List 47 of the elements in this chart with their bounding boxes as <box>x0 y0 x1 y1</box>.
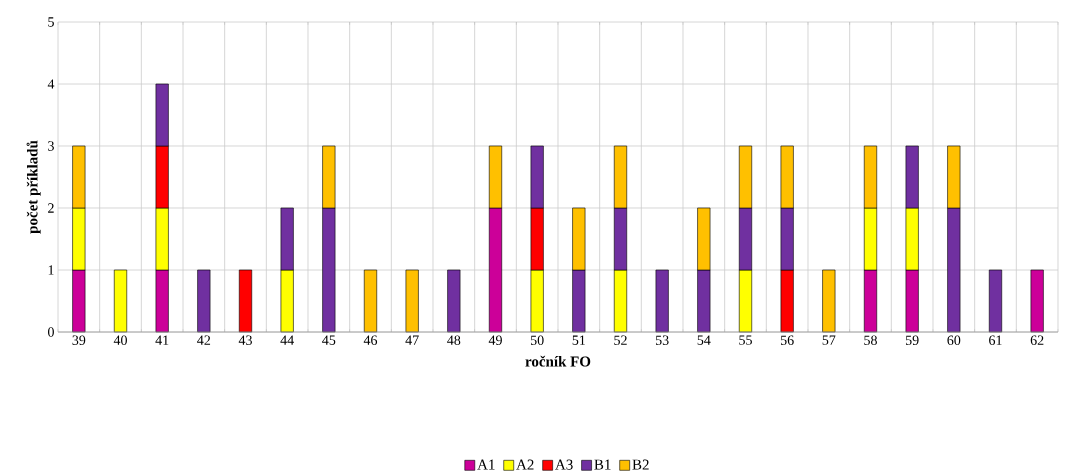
x-tick-label: 44 <box>280 335 294 345</box>
x-tick-label: 57 <box>822 335 836 345</box>
legend-label: B1 <box>594 459 611 470</box>
x-tick-label: 48 <box>447 335 461 345</box>
x-tick-label: 62 <box>1030 335 1044 345</box>
x-tick-label: 47 <box>405 335 419 345</box>
x-tick-label: 60 <box>947 335 961 345</box>
bar <box>822 269 836 333</box>
y-tick-label: 1 <box>48 265 54 275</box>
x-tick-label: 46 <box>363 335 378 345</box>
x-axis-title: ročník FO <box>525 355 591 367</box>
x-tick-label: 59 <box>905 335 919 345</box>
y-tick-label: 0 <box>48 327 54 337</box>
x-tick-label: 55 <box>739 335 752 345</box>
bar <box>405 269 419 333</box>
legend-label: A2 <box>516 459 534 470</box>
x-tick-label: 45 <box>322 335 336 345</box>
x-tick-label: 50 <box>530 335 544 345</box>
x-tick-label: 42 <box>197 335 211 345</box>
bar <box>197 269 211 333</box>
x-tick-label: 56 <box>780 335 794 345</box>
bar <box>238 269 253 333</box>
legend-label: B2 <box>632 459 649 470</box>
bar <box>988 269 1003 333</box>
y-tick-label: 3 <box>48 141 54 151</box>
bar <box>1030 269 1044 333</box>
x-tick-label: 43 <box>238 335 252 345</box>
legend-label: A1 <box>477 459 495 470</box>
x-tick-label: 49 <box>488 335 502 345</box>
x-tick-label: 58 <box>864 335 877 345</box>
x-tick-label: 54 <box>697 335 711 345</box>
bar <box>363 269 378 333</box>
x-tick-label: 39 <box>72 335 86 345</box>
x-tick-label: 52 <box>614 335 627 345</box>
x-tick-label: 41 <box>155 335 169 345</box>
x-tick-label: 51 <box>572 335 585 345</box>
y-axis-title: počet příkladů <box>26 140 41 234</box>
y-tick-label: 5 <box>48 17 54 27</box>
x-tick-label: 61 <box>989 335 1002 345</box>
y-tick-label: 2 <box>48 203 54 213</box>
legend-label: A3 <box>555 459 573 470</box>
bar <box>447 269 461 333</box>
x-tick-label: 40 <box>113 335 127 345</box>
bar <box>113 269 128 333</box>
x-tick-label: 53 <box>655 335 669 345</box>
bar <box>655 269 669 333</box>
y-tick-label: 4 <box>47 79 55 89</box>
